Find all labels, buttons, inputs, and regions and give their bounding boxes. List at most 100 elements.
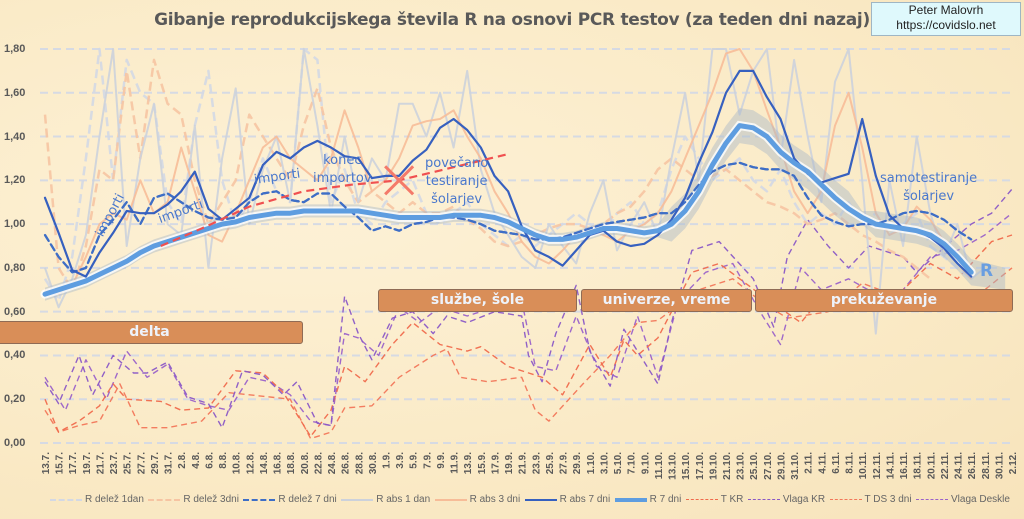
x-tick-label: 1.10. xyxy=(586,452,597,474)
x-tick-label: 27.7. xyxy=(136,452,147,474)
x-tick-label: 17.7. xyxy=(68,452,79,474)
x-tick-label: 30.8. xyxy=(368,452,379,474)
period-sluzbe-sole: službe, šole xyxy=(378,289,577,312)
x-tick-label: 4.11. xyxy=(817,452,828,474)
legend-swatch xyxy=(434,498,467,501)
legend-item: R delež 3dni xyxy=(148,494,239,505)
y-tick-label: 0,80 xyxy=(4,262,26,274)
y-tick-label: 1,40 xyxy=(4,131,26,143)
legend-label: Vlaga KR xyxy=(782,494,826,505)
x-tick-label: 25.7. xyxy=(123,452,134,474)
series-line-r-delež-7-dni xyxy=(43,161,973,274)
x-tick-label: 29.9. xyxy=(572,452,583,474)
x-tick-label: 8.11. xyxy=(845,452,856,474)
x-tick-label: 13.9. xyxy=(463,452,474,474)
x-tick-label: 30.11. xyxy=(994,452,1005,479)
y-tick-label: 1,00 xyxy=(4,218,26,230)
x-tick-label: 5.10. xyxy=(613,452,624,474)
x-tick-label: 20.8. xyxy=(300,452,311,474)
x-tick-label: 10.11. xyxy=(858,452,869,479)
x-tick-label: 22.11. xyxy=(940,452,951,479)
x-tick-label: 19.10. xyxy=(708,452,719,480)
x-tick-label: 7.9. xyxy=(422,452,433,469)
x-tick-label: 29.10. xyxy=(776,452,787,480)
x-tick-label: 28.8. xyxy=(354,452,365,474)
legend-swatch xyxy=(916,499,949,500)
legend-label: T KR xyxy=(720,494,744,505)
legend-swatch xyxy=(148,498,181,501)
x-tick-label: 24.11. xyxy=(954,452,965,479)
x-tick-label: 11.10. xyxy=(654,452,665,479)
x-tick-label: 29.7. xyxy=(150,452,161,474)
period-univerze-vreme: univerze, vreme xyxy=(581,289,752,312)
annotation-line: šolarjev xyxy=(431,192,483,207)
legend-swatch xyxy=(747,499,780,500)
x-tick-label: 16.8. xyxy=(273,452,284,474)
x-tick-label: 27.9. xyxy=(559,452,570,474)
x-tick-label: 26.11. xyxy=(967,452,978,479)
x-tick-label: 25.10. xyxy=(749,452,760,480)
annotation-konec-importov: konec importov xyxy=(313,152,372,188)
legend-label: R 7 dni xyxy=(649,494,682,505)
x-tick-label: 13.7. xyxy=(41,452,52,474)
series-line-r-delež-1dan xyxy=(43,47,972,302)
x-tick-label: 23.7. xyxy=(109,452,120,474)
x-tick-label: 18.8. xyxy=(286,452,297,474)
annotation-line: šolarjev xyxy=(903,189,955,204)
y-tick-label: 0,60 xyxy=(4,306,26,318)
x-tick-label: 21.7. xyxy=(95,452,106,474)
y-tick-label: 1,80 xyxy=(4,43,26,55)
x-tick-label: 10.8. xyxy=(232,452,243,474)
legend-item: T DS 3 dni xyxy=(829,494,912,505)
legend-swatch xyxy=(829,499,862,500)
legend-label: R abs 1 dan xyxy=(376,494,431,505)
credit-author: Peter Malovrh xyxy=(908,3,984,17)
y-tick-label: 0,00 xyxy=(4,437,26,449)
legend-label: R delež 1dan xyxy=(85,494,144,505)
y-tick-label: 1,60 xyxy=(4,87,26,99)
chart-title: Gibanje reprodukcijskega števila R na os… xyxy=(154,10,870,30)
credit-url[interactable]: https://covidslo.net xyxy=(896,18,996,32)
legend-item: R delež 7 dni xyxy=(243,494,337,505)
legend-swatch xyxy=(614,497,647,502)
x-tick-label: 7.10. xyxy=(627,452,638,474)
x-tick-label: 2.8. xyxy=(177,452,188,469)
x-tick-label: 23.9. xyxy=(531,452,542,474)
x-tick-label: 3.10. xyxy=(599,452,610,474)
x-tick-label: 15.10. xyxy=(681,452,692,480)
x-tick-label: 9.10. xyxy=(640,452,651,474)
legend-swatch xyxy=(685,499,718,500)
legend-swatch xyxy=(50,498,82,501)
x-tick-label: 21.10. xyxy=(722,452,733,480)
x-tick-label: 12.8. xyxy=(245,452,256,474)
annotation-line: povečano xyxy=(425,156,489,171)
legend-item: R abs 7 dni xyxy=(524,494,610,505)
legend-label: Vlaga Deskle xyxy=(951,494,1010,505)
x-tick-label: 17.10. xyxy=(695,452,706,480)
x-tick-label: 26.8. xyxy=(341,452,352,474)
y-tick-label: 1,20 xyxy=(4,174,26,186)
x-tick-label: 17.9. xyxy=(490,452,501,474)
legend-item: Vlaga Deskle xyxy=(916,494,1010,505)
legend-label: T DS 3 dni xyxy=(864,494,912,505)
x-tick-label: 6.8. xyxy=(204,452,215,469)
x-tick-label: 3.9. xyxy=(395,452,406,469)
series-line-t-ds-3-dni xyxy=(44,267,1013,440)
x-tick-label: 1.9. xyxy=(382,452,393,469)
period-delta: delta xyxy=(0,321,303,344)
x-tick-label: 16.11. xyxy=(899,452,910,479)
annotation-r-label: R xyxy=(980,261,994,281)
x-tick-label: 27.10. xyxy=(763,452,774,480)
x-tick-label: 31.7. xyxy=(164,452,175,474)
chart-legend: R delež 1dan R delež 3dni R delež 7 dni R a… xyxy=(50,494,1010,505)
cross-marker xyxy=(384,165,415,196)
x-tick-label: 11.9. xyxy=(450,452,461,474)
x-tick-label: 20.11. xyxy=(926,452,937,479)
legend-item: R abs 1 dan xyxy=(341,494,430,505)
series-line-r-abs-1-dan xyxy=(44,48,986,335)
x-tick-label: 9.9. xyxy=(436,452,447,469)
legend-label: R delež 3dni xyxy=(183,494,239,505)
x-tick-label: 18.11. xyxy=(913,452,924,479)
x-tick-label: 13.10. xyxy=(668,452,679,480)
